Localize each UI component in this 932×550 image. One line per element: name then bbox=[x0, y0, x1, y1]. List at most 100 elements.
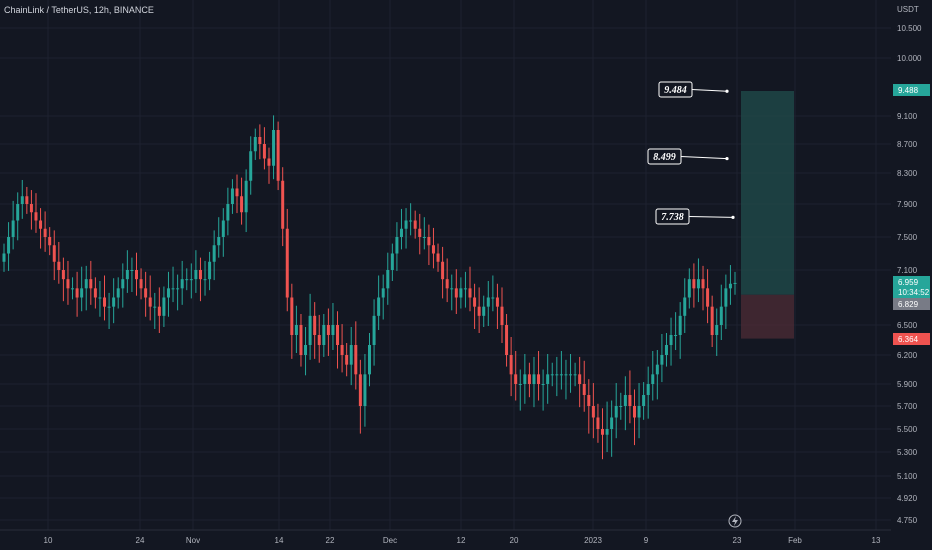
candle-body bbox=[34, 212, 38, 221]
candle-body bbox=[495, 297, 499, 307]
candle-body bbox=[678, 315, 682, 335]
stop-price-label: 6.364 bbox=[898, 335, 919, 344]
candle-body bbox=[601, 429, 605, 435]
candle-body bbox=[431, 245, 435, 254]
annotation-box[interactable] bbox=[658, 81, 693, 98]
candle-body bbox=[441, 261, 445, 280]
candle-body bbox=[272, 130, 276, 166]
candle-body bbox=[249, 151, 253, 181]
candle-body bbox=[176, 288, 180, 290]
y-tick-label: 9.100 bbox=[897, 112, 918, 121]
symbol-header: ChainLink / TetherUS, 12h, BINANCE bbox=[4, 5, 154, 15]
y-tick-label: 5.100 bbox=[897, 472, 918, 481]
price-axis[interactable] bbox=[891, 0, 932, 550]
candle-body bbox=[134, 270, 138, 280]
candle-body bbox=[98, 297, 102, 299]
prev-price-tag bbox=[893, 298, 930, 310]
candle-body bbox=[166, 288, 170, 298]
candle-body bbox=[587, 395, 591, 406]
profit-zone[interactable] bbox=[741, 90, 794, 295]
y-tick-label: 4.750 bbox=[897, 516, 918, 525]
candle-body bbox=[628, 395, 632, 406]
annotation-label: 7.738 bbox=[661, 212, 684, 223]
annotation-box[interactable] bbox=[655, 208, 690, 225]
y-tick-label: 5.500 bbox=[897, 425, 918, 434]
annotation-dot bbox=[725, 89, 729, 93]
candle-body bbox=[180, 279, 184, 289]
candle-body bbox=[198, 270, 202, 280]
candle-body bbox=[121, 279, 125, 289]
candle-body bbox=[454, 288, 458, 298]
x-tick-label: 12 bbox=[457, 536, 466, 545]
candle-body bbox=[208, 261, 212, 280]
candle-body bbox=[43, 228, 47, 237]
candle-body bbox=[728, 283, 732, 289]
candle-body bbox=[326, 325, 330, 335]
candle-body bbox=[57, 261, 61, 270]
candle-body bbox=[637, 406, 641, 418]
candle-body bbox=[317, 335, 321, 345]
annotation-box[interactable] bbox=[647, 148, 682, 165]
candle-body bbox=[258, 137, 262, 144]
candle-body bbox=[614, 406, 618, 418]
candle-body bbox=[322, 325, 326, 345]
x-tick-label: 14 bbox=[275, 536, 284, 545]
candle-body bbox=[418, 228, 422, 237]
candle-body bbox=[582, 384, 586, 395]
candle-body bbox=[61, 270, 65, 280]
candle-body bbox=[550, 374, 554, 376]
x-axis-ticks[interactable]: 10 24 Nov 14 22 Dec 12 20 2023 9 23 Feb 13 bbox=[44, 536, 881, 545]
candle-body bbox=[610, 417, 614, 429]
candle-body bbox=[262, 144, 266, 159]
lightning-icon[interactable] bbox=[728, 514, 742, 528]
candle-body bbox=[669, 335, 673, 345]
candle-body bbox=[240, 196, 244, 213]
candle-body bbox=[674, 335, 678, 336]
candle-body bbox=[11, 220, 15, 237]
y-tick-label: 6.200 bbox=[897, 351, 918, 360]
candle-body bbox=[692, 279, 696, 289]
candle-body bbox=[518, 384, 522, 385]
candle-body bbox=[386, 270, 390, 289]
candle-body bbox=[719, 306, 723, 325]
candle-body bbox=[404, 220, 408, 229]
candle-body bbox=[48, 237, 52, 246]
candle-body bbox=[687, 279, 691, 298]
annotation-label: 8.499 bbox=[653, 152, 676, 163]
candle-body bbox=[212, 245, 216, 262]
candle-body bbox=[349, 345, 353, 365]
candle-body bbox=[596, 417, 600, 429]
candle-body bbox=[532, 374, 536, 384]
candle-body bbox=[377, 297, 381, 316]
candle-body bbox=[436, 253, 440, 262]
candle-body bbox=[20, 196, 24, 204]
candle-body bbox=[413, 220, 417, 229]
y-tick-label: 8.300 bbox=[897, 169, 918, 178]
candle-body bbox=[541, 384, 545, 385]
candle-body bbox=[285, 228, 289, 298]
risk-reward-zone[interactable] bbox=[741, 90, 794, 339]
candle-body bbox=[537, 374, 541, 384]
candle-body bbox=[573, 374, 577, 376]
candle-body bbox=[148, 297, 152, 307]
candle-body bbox=[290, 297, 294, 335]
candle-body bbox=[473, 297, 477, 307]
candle-body bbox=[363, 374, 367, 406]
candle-body bbox=[482, 306, 486, 316]
candle-body bbox=[194, 270, 198, 280]
x-tick-label: 9 bbox=[644, 536, 649, 545]
candle-body bbox=[559, 374, 563, 376]
candle-body bbox=[189, 279, 193, 281]
y-tick-label: 8.700 bbox=[897, 140, 918, 149]
x-tick-label: 20 bbox=[510, 536, 519, 545]
candle-body bbox=[304, 345, 308, 355]
annotations[interactable]: 9.484 8.499 7.738 bbox=[647, 81, 735, 225]
candle-body bbox=[107, 306, 111, 308]
candle-body bbox=[171, 288, 175, 290]
candle-body bbox=[646, 384, 650, 395]
candle-body bbox=[422, 237, 426, 238]
candle-body bbox=[294, 325, 298, 335]
candle-body bbox=[578, 374, 582, 384]
loss-zone[interactable] bbox=[741, 294, 794, 339]
